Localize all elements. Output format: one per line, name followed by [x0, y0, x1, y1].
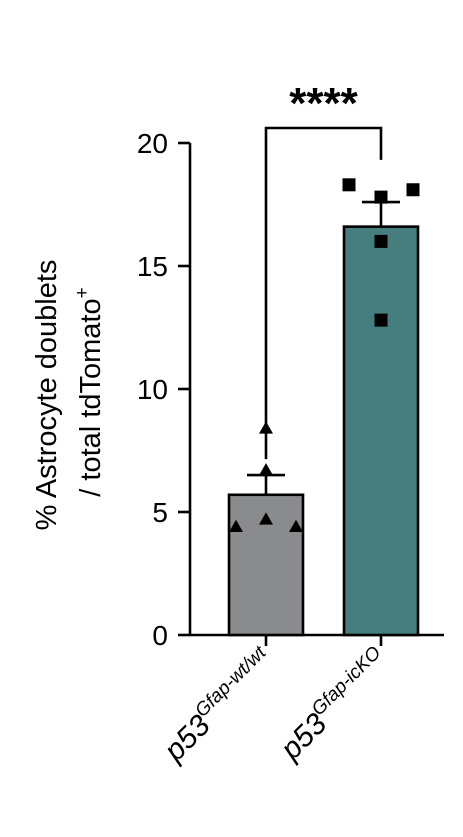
y-axis-title-superscript: + — [72, 287, 93, 298]
square-point — [342, 178, 356, 192]
data-points — [229, 178, 420, 533]
significance-label: **** — [289, 79, 358, 128]
y-axis: 0 5 10 15 20 — [137, 128, 444, 651]
y-tick-label: 10 — [137, 374, 168, 405]
square-point — [406, 183, 420, 197]
y-tick-label: 20 — [137, 128, 168, 159]
category-label-superscript: Gfap-icKO — [308, 642, 386, 720]
triangle-point — [259, 512, 273, 525]
square-point — [374, 190, 388, 204]
y-axis-title: % Astrocyte doublets / total tdTomato+ — [31, 260, 107, 531]
bar — [227, 493, 305, 637]
significance-line — [264, 126, 383, 460]
y-tick-label: 0 — [152, 620, 168, 651]
category-label-superscript: Gfap-wt/wt — [191, 642, 271, 722]
y-axis-title-line1: % Astrocyte doublets — [31, 260, 63, 531]
y-tick-label: 15 — [137, 251, 168, 282]
square-point — [374, 234, 388, 248]
significance-bracket: **** — [264, 79, 383, 460]
triangle-point — [229, 519, 243, 533]
x-category-label: p53Gfap-wt/wt — [155, 642, 281, 768]
bar — [342, 225, 420, 637]
y-tick-label: 5 — [152, 497, 168, 528]
bars — [227, 225, 420, 637]
y-axis-title-line2: / total tdTomato+ — [72, 287, 107, 496]
triangle-point — [289, 519, 303, 533]
x-category-label: p53Gfap-icKO — [272, 642, 396, 766]
y-axis-title-line2-main: / total tdTomato — [75, 298, 107, 496]
triangle-point — [259, 463, 273, 476]
square-point — [374, 313, 388, 327]
